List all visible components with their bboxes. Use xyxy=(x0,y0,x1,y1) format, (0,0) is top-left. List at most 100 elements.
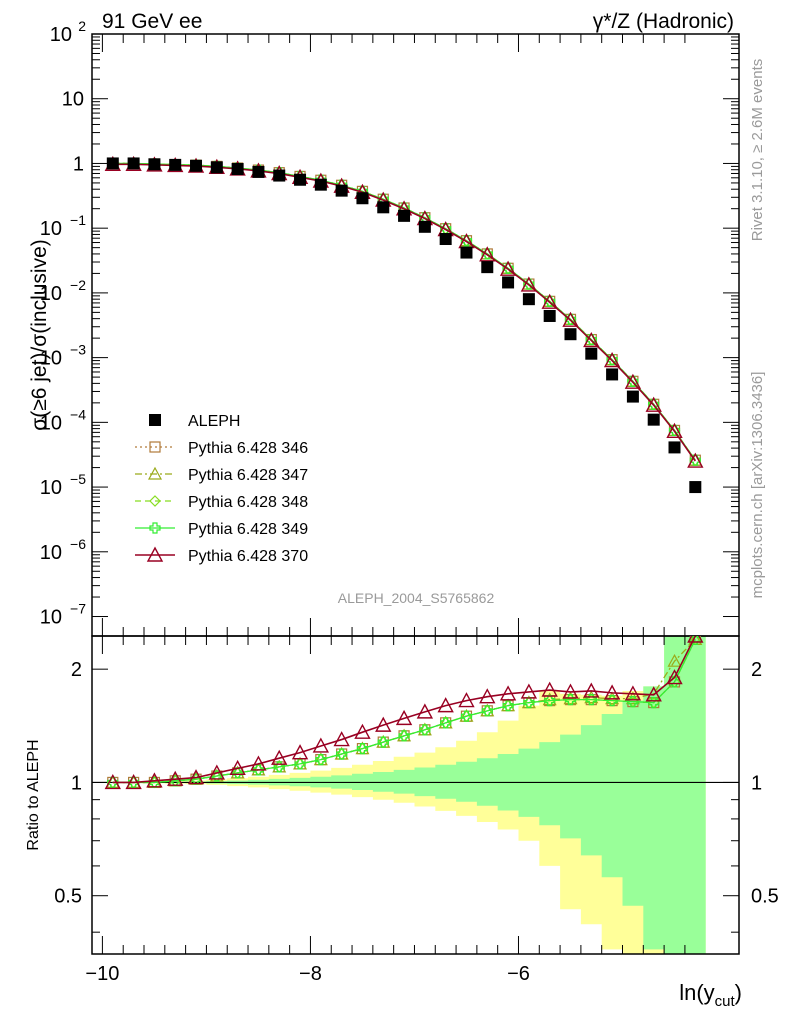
xtick-label: −8 xyxy=(299,963,322,985)
xtick-label: −6 xyxy=(507,963,530,985)
ratio-line-370-point xyxy=(250,755,267,771)
ratio-line-349-point xyxy=(440,717,452,729)
ratio-line-370-point xyxy=(146,772,163,788)
aleph-data-point xyxy=(252,165,265,178)
mc-point-5 xyxy=(562,311,579,327)
main-frame xyxy=(91,33,740,637)
ratio-line-370-point xyxy=(437,697,454,713)
aleph-data-point xyxy=(377,201,390,214)
aleph-data-point xyxy=(481,261,494,274)
ratio-line-349-point xyxy=(481,705,493,717)
main-ytick-label: 10 xyxy=(40,607,62,629)
ratio-line-370-point xyxy=(354,723,371,739)
aleph-data-point xyxy=(522,293,535,306)
ratio-line-370-point xyxy=(520,683,538,699)
ratio-line-349-point xyxy=(502,700,514,712)
main-ytick-exponent: −4 xyxy=(70,406,86,422)
ratio-ytick-label: 2 xyxy=(71,659,82,681)
analysis-watermark: ALEPH_2004_S5765862 xyxy=(338,590,495,606)
ratio-ylabel: Ratio to ALEPH xyxy=(25,739,42,850)
aleph-data-point xyxy=(647,413,660,426)
ratio-line-349-point xyxy=(523,696,535,709)
ratio-line-370-point xyxy=(167,770,184,786)
main-ytick-label: 10 xyxy=(50,24,72,46)
mc-point-5 xyxy=(541,293,558,309)
aleph-data-point xyxy=(502,276,515,289)
ratio-line-349 xyxy=(112,639,696,784)
header-right: γ*/Z (Hadronic) xyxy=(593,10,734,33)
main-plot-content xyxy=(104,155,704,494)
legend-label-5: Pythia 6.428 370 xyxy=(188,548,308,565)
ratio-line-370-point xyxy=(395,709,413,726)
aleph-data-point xyxy=(106,157,119,170)
axes: 10 −7 10 −6 10 −5 10 −4 10 −3 10 −2 10 −1 1 10 10 2 0.5 0.5… xyxy=(40,18,779,985)
ratio-line-370-point xyxy=(187,769,205,785)
ratio-line-347-point xyxy=(625,691,640,705)
main-ytick-label: 10 xyxy=(40,348,62,370)
legend: ALEPH Pythia 6.428 346 Pythia 6.428 347 Pyt… xyxy=(135,413,308,565)
ratio-line-349-point xyxy=(419,724,431,736)
ratio-line-370-point xyxy=(541,681,558,697)
aleph-data-point xyxy=(460,246,473,259)
aleph-data-point xyxy=(210,161,223,174)
ratio-line-370-point xyxy=(271,749,288,765)
main-ytick-label: 10 xyxy=(62,89,84,111)
ratio-line-349-point xyxy=(377,736,389,748)
ratio-line-370-point xyxy=(104,773,121,790)
ratio-line-349-point xyxy=(356,743,369,755)
ratio-line-370-point xyxy=(208,764,225,780)
mc-point-5 xyxy=(520,276,538,292)
main-ylabel: σ(≥6 jet)/σ(inclusive) xyxy=(28,239,51,430)
ratio-ytick-label: 1 xyxy=(71,772,82,794)
main-ytick-label: 10 xyxy=(40,477,62,499)
ratio-line-370-point xyxy=(603,684,621,700)
ratio-line-370-point xyxy=(458,692,475,708)
xtick-label: −10 xyxy=(85,963,119,985)
ratio-line-370-point xyxy=(229,759,246,776)
ratio-line-370-point xyxy=(666,669,683,685)
legend-label-aleph: ALEPH xyxy=(188,413,240,430)
ratio-line-370-point xyxy=(416,703,434,719)
aleph-data-point xyxy=(418,220,431,233)
ratio-line-370-point xyxy=(479,688,496,704)
ratio-line-370-point xyxy=(624,685,642,701)
legend-label-4: Pythia 6.428 349 xyxy=(188,521,308,538)
ratio-line-347-point xyxy=(667,653,682,667)
aleph-data-point xyxy=(314,178,327,191)
ratio-plot-content xyxy=(104,636,704,790)
aleph-data-point xyxy=(668,441,681,454)
legend-label-2: Pythia 6.428 347 xyxy=(188,467,308,484)
ratio-frame xyxy=(91,635,740,955)
ratio-line-349-point xyxy=(544,695,556,707)
aleph-data-point xyxy=(294,173,307,186)
main-ytick-label: 10 xyxy=(40,542,62,564)
mc-point-5 xyxy=(666,422,683,438)
mc-point-5 xyxy=(645,396,662,412)
mc-point-5 xyxy=(499,260,517,276)
main-ytick-exponent: −1 xyxy=(70,212,86,228)
header-left: 91 GeV ee xyxy=(102,10,202,33)
mc-point-5 xyxy=(687,452,704,468)
aleph-data-point xyxy=(626,390,639,403)
ratio-ytick-label: 0.5 xyxy=(54,886,82,908)
aleph-data-point xyxy=(585,347,598,360)
aleph-data-point xyxy=(543,309,556,322)
legend-marker-2 xyxy=(147,466,163,480)
legend-label-1: Pythia 6.428 346 xyxy=(188,440,308,457)
ratio-line-349-point xyxy=(294,758,306,770)
mc-point-5 xyxy=(624,373,642,389)
ratio-line-349-point xyxy=(398,730,410,742)
ratio-uncertainty-bands xyxy=(102,636,706,954)
aleph-data-point xyxy=(356,192,369,205)
legend-label-3: Pythia 6.428 348 xyxy=(188,494,308,511)
mcplots-site-label: mcplots.cern.ch [arXiv:1306.3436] xyxy=(749,372,766,599)
aleph-data-point xyxy=(231,163,244,176)
main-ytick-label: 10 xyxy=(40,412,62,434)
aleph-data-point xyxy=(148,158,161,171)
aleph-data-point xyxy=(169,158,182,171)
mc-point-5 xyxy=(583,331,600,348)
ratio-line-349-point xyxy=(252,764,265,776)
aleph-data-point xyxy=(398,209,411,222)
main-ytick-label: 1 xyxy=(73,153,84,175)
